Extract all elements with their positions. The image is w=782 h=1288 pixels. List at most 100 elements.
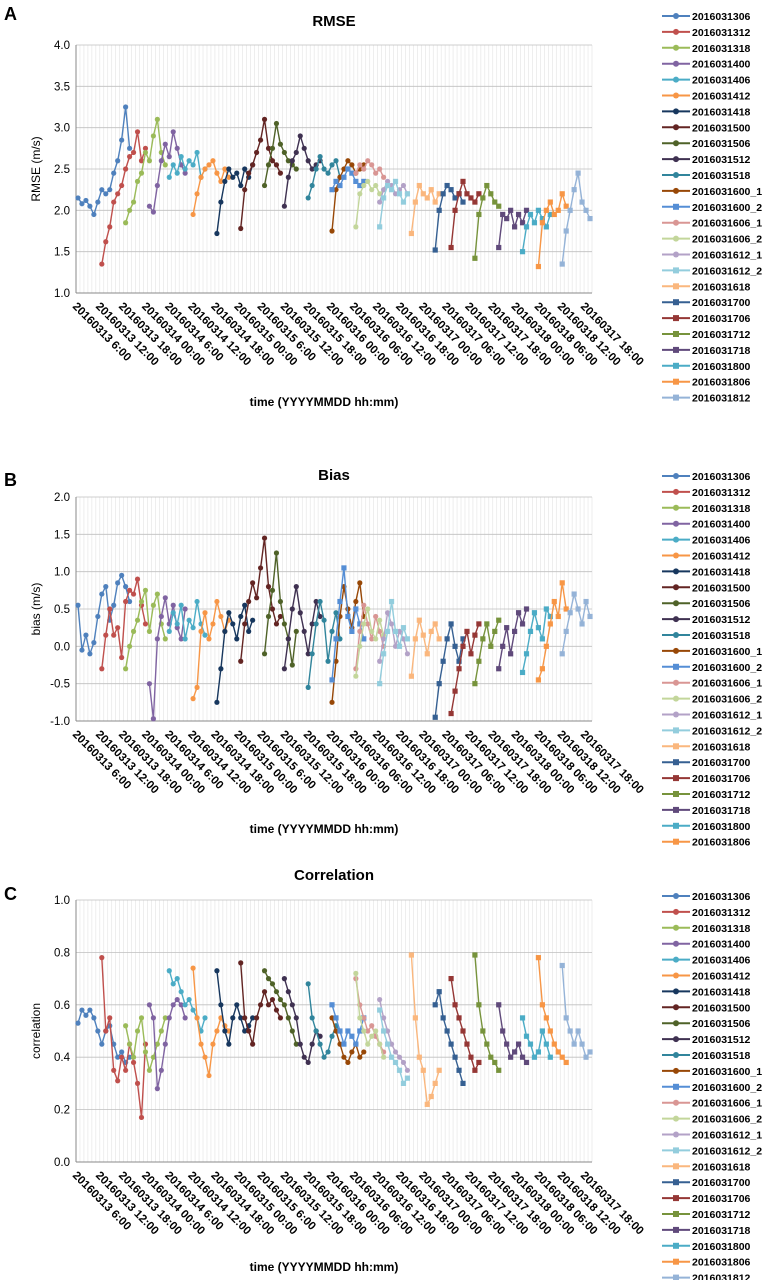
legend-label: 2016031600_2 xyxy=(692,1082,762,1094)
data-point xyxy=(329,628,335,634)
chart-title: RMSE xyxy=(312,13,355,30)
data-point xyxy=(269,981,276,987)
data-point xyxy=(103,239,109,245)
legend-item: 2016031312 xyxy=(662,487,751,499)
legend-marker xyxy=(673,679,679,686)
data-point xyxy=(142,587,149,593)
legend-marker xyxy=(673,331,679,337)
series-2016031700 xyxy=(432,989,466,1086)
legend-item: 2016031606_2 xyxy=(662,234,762,246)
data-point xyxy=(444,636,450,642)
data-point xyxy=(353,606,359,612)
data-point xyxy=(448,621,454,627)
data-point xyxy=(408,230,414,237)
data-point xyxy=(190,1007,196,1013)
data-point xyxy=(357,1054,363,1060)
data-point xyxy=(242,187,248,193)
y-tick-label: 3.5 xyxy=(54,81,70,93)
legend-marker xyxy=(673,711,679,718)
data-point xyxy=(309,1015,315,1021)
data-point xyxy=(460,1080,466,1086)
data-point xyxy=(138,598,145,605)
data-point xyxy=(250,580,256,586)
data-point xyxy=(523,651,530,657)
legend-label: 2016031700 xyxy=(692,1177,751,1189)
series-2016031706 xyxy=(448,178,482,251)
series-2016031518 xyxy=(305,154,343,201)
data-point xyxy=(265,976,272,982)
legend-item: 2016031318 xyxy=(662,503,751,515)
legend-marker xyxy=(673,663,679,670)
legend-marker xyxy=(673,1195,679,1202)
legend-item: 2016031418 xyxy=(662,106,751,118)
y-tick-label: 1.5 xyxy=(54,529,70,541)
data-point xyxy=(87,1007,93,1013)
legend-label: 2016031600_1 xyxy=(692,186,762,198)
data-point xyxy=(452,1002,458,1008)
data-point xyxy=(361,1015,367,1021)
series-2016031500 xyxy=(238,116,284,232)
data-point xyxy=(269,996,276,1003)
panel-label: C xyxy=(4,884,17,904)
series-2016031712 xyxy=(472,952,502,1073)
data-point xyxy=(305,1059,311,1066)
data-point xyxy=(154,636,160,642)
data-point xyxy=(543,207,549,213)
legend-item: 2016031506 xyxy=(662,598,751,610)
legend-item: 2016031518 xyxy=(662,1050,751,1062)
series-2016031612_2 xyxy=(377,598,411,687)
data-point xyxy=(146,681,153,687)
data-point xyxy=(242,621,248,627)
data-point xyxy=(170,602,176,608)
data-point xyxy=(365,1028,371,1034)
legend-marker xyxy=(673,1163,679,1170)
data-point xyxy=(476,1059,482,1066)
legend-label: 2016031712 xyxy=(692,329,751,341)
data-point xyxy=(357,1028,363,1034)
data-point xyxy=(210,158,216,164)
data-point xyxy=(238,960,244,966)
series-line xyxy=(521,606,551,673)
data-point xyxy=(150,133,156,139)
legend-item: 2016031806 xyxy=(662,837,751,849)
data-point xyxy=(396,191,403,197)
data-point xyxy=(246,628,252,634)
data-point xyxy=(539,636,545,642)
data-point xyxy=(130,149,137,156)
data-point xyxy=(353,178,359,184)
data-point xyxy=(424,195,430,201)
data-point xyxy=(91,211,97,218)
data-point xyxy=(472,1067,478,1073)
data-point xyxy=(261,116,268,122)
data-point xyxy=(384,610,391,616)
data-point xyxy=(523,606,530,612)
data-point xyxy=(396,1067,403,1073)
data-point xyxy=(345,158,351,164)
legend-marker xyxy=(673,203,679,210)
data-point xyxy=(448,976,454,982)
data-point xyxy=(392,643,399,649)
data-point xyxy=(222,1028,228,1034)
data-point xyxy=(238,1015,244,1021)
legend-item: 2016031506 xyxy=(662,138,751,150)
series-2016031518 xyxy=(305,598,343,690)
data-point xyxy=(166,154,172,160)
legend-label: 2016031518 xyxy=(692,170,751,182)
legend-label: 2016031800 xyxy=(692,1241,751,1253)
legend-marker xyxy=(673,1258,679,1265)
data-point xyxy=(269,145,276,151)
data-point xyxy=(170,610,176,616)
data-point xyxy=(285,1015,291,1021)
legend-label: 2016031600_2 xyxy=(692,202,762,214)
legend-item: 2016031606_1 xyxy=(662,678,762,690)
data-point xyxy=(420,632,426,638)
data-point xyxy=(123,1023,129,1029)
data-point xyxy=(519,669,526,676)
data-point xyxy=(134,1028,141,1034)
data-point xyxy=(337,1028,343,1034)
data-point xyxy=(428,1093,434,1100)
y-tick-label: -1.0 xyxy=(50,716,70,728)
data-point xyxy=(345,166,351,172)
series-2016031412 xyxy=(190,158,232,218)
data-point xyxy=(436,989,442,995)
